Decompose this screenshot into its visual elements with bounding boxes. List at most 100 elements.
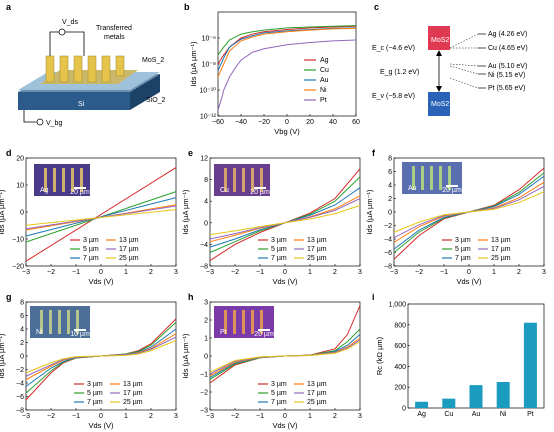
legend-label: 13 µm xyxy=(123,381,143,388)
series-line-25m xyxy=(393,191,545,233)
y-tick-label: 4 xyxy=(388,183,392,190)
metals-label: metals xyxy=(104,34,125,41)
panel-e: e −3 −2 −1 0 1 2 3 −8 −4 0 4 8 12 Vds (V) Ids (µA µm⁻¹… xyxy=(181,146,368,287)
panel-h: h −3 −2 −1 0 1 2 3 −3 −2 −1 0 1 2 3 Vds (V) Ids (µA µm⁻… xyxy=(181,290,368,431)
y-tick-label: 0 xyxy=(388,210,392,217)
y-tick-label: 10⁻¹⁰ xyxy=(199,87,216,95)
y-tick-label: 6 xyxy=(20,313,24,320)
y-tick-label: −4 xyxy=(200,242,208,249)
x-tick-label: 2 xyxy=(517,269,521,276)
electrode-finger xyxy=(62,168,65,192)
panel-label-a: a xyxy=(6,2,12,12)
series-line-3m xyxy=(25,167,177,262)
legend-label: 17 µm xyxy=(307,390,327,397)
x-axis-label: Vbg (V) xyxy=(274,127,300,136)
inset-metal-label: Pt xyxy=(220,329,227,336)
electrode-finger xyxy=(53,168,56,192)
panel-label-h: h xyxy=(188,292,194,302)
x-tick-label: Au xyxy=(472,411,481,418)
y-tick-label: −1 xyxy=(200,372,208,379)
scale-bar xyxy=(446,185,458,187)
x-tick-label: 0 xyxy=(283,413,287,420)
electrode-finger xyxy=(224,168,227,192)
x-tick-label: Cu xyxy=(444,411,453,418)
electrode-finger xyxy=(233,310,236,334)
legend-label: 5 µm xyxy=(87,390,103,397)
legend-label: Cu xyxy=(320,67,329,74)
x-tick-label: 3 xyxy=(174,269,178,276)
x-tick-label: 3 xyxy=(174,413,178,420)
x-axis-label: Vds (V) xyxy=(88,421,114,430)
metal-contacts xyxy=(45,55,125,83)
series-line-Ag xyxy=(217,25,357,65)
x-tick-label: 0 xyxy=(285,119,289,126)
mos2-label: MoS_2 xyxy=(142,57,164,64)
panel-f: f −3 −2 −1 0 1 2 3 −8 −6 −4 −2 0 2 4 6 8 Vds (V) Ids (µA … xyxy=(365,146,552,286)
y-tick-label: −4 xyxy=(384,237,392,244)
legend-label: 13 µm xyxy=(307,381,327,388)
x-tick-label: −3 xyxy=(22,269,30,276)
y-tick-label: 800 xyxy=(394,322,406,329)
electrode-finger xyxy=(224,310,227,334)
legend-label: Ni xyxy=(320,87,327,94)
y-tick-label: 1,000 xyxy=(388,302,406,309)
output-curve-chart-pt: −3 −2 −1 0 1 2 3 −3 −2 −1 0 1 2 3 Vds (V) Ids (µA µm⁻¹)… xyxy=(181,300,362,431)
legend-label: Ag xyxy=(320,57,329,64)
x-tick-label: −20 xyxy=(258,119,270,126)
panel-d: d −3 −2 −1 0 1 2 3 −20 −10 0 10 20 Vds (V) Ids (µA µm… xyxy=(0,146,184,286)
x-tick-label: −2 xyxy=(231,269,239,276)
x-tick-label: −1 xyxy=(256,269,264,276)
y-tick-label: 200 xyxy=(394,385,406,392)
electrode-finger xyxy=(251,168,254,192)
x-axis-label: Vds (V) xyxy=(272,277,298,286)
y-axis-label: Ids (µA µm⁻¹) xyxy=(365,189,374,235)
scale-bar-label: 20 µm xyxy=(442,187,462,194)
transfer-curve-chart: −60 −40 −20 0 20 40 60 10⁻¹² 10⁻¹⁰ 10⁻⁸ 10⁻⁶ Vbg (V… xyxy=(189,11,360,136)
vbg-label: V_bg xyxy=(46,120,62,127)
panel-i: i 0 200 400 600 800 1,000 Ag Cu Au Ni Pt Rc (kΩ µm) xyxy=(368,290,552,430)
panel-label-f: f xyxy=(372,148,375,158)
legend-label: 7 µm xyxy=(83,255,99,262)
panel-label-e: e xyxy=(188,148,194,158)
scale-bar xyxy=(254,187,266,189)
legend-label: 7 µm xyxy=(271,255,287,262)
scale-bar-label: 20 µm xyxy=(250,189,270,196)
x-tick-label: −3 xyxy=(390,269,398,276)
legend-label: 5 µm xyxy=(83,246,99,253)
y-tick-label: 400 xyxy=(394,364,406,371)
electrode-finger xyxy=(251,310,254,334)
legend-label: 5 µm xyxy=(271,246,287,253)
y-tick-label: −6 xyxy=(16,394,24,401)
x-tick-label: Ag xyxy=(417,411,426,418)
scale-bar xyxy=(74,329,86,331)
y-axis-label: Ids (µA µm⁻¹) xyxy=(0,333,6,379)
panel-b: b −60 −40 −20 0 20 40 60 10⁻¹² 10⁻¹⁰ 10⁻⁸ 10⁻⁶ Vbg … xyxy=(180,0,370,140)
x-tick-label: 2 xyxy=(333,413,337,420)
y-tick-label: 0 xyxy=(402,406,406,413)
series-line-Au xyxy=(217,27,357,71)
y-tick-label: −8 xyxy=(200,264,208,271)
legend-label: 17 µm xyxy=(307,246,327,253)
inset-metal-label: Cu xyxy=(220,187,229,194)
electrode-finger xyxy=(67,310,70,334)
y-tick-label: 0 xyxy=(20,210,24,217)
legend-label: 3 µm xyxy=(271,381,287,388)
y-tick-label: −2 xyxy=(16,367,24,374)
y-tick-label: 10⁻⁸ xyxy=(202,62,216,69)
contact-resistance-bar-chart: 0 200 400 600 800 1,000 Ag Cu Au Ni Pt Rc (kΩ µm) xyxy=(375,302,545,418)
metal-level-ag: Ag (4.26 eV) xyxy=(488,31,527,38)
x-tick-label: −3 xyxy=(206,413,214,420)
mos2-top-label: MoS2 xyxy=(431,37,449,44)
x-tick-label: Ni xyxy=(500,411,507,418)
legend-label: 17 µm xyxy=(119,246,139,253)
electrode-finger xyxy=(260,168,263,192)
x-tick-label: −60 xyxy=(212,119,224,126)
legend-label: 17 µm xyxy=(491,246,511,253)
legend-label: 3 µm xyxy=(83,237,99,244)
ev-label: E_v (−5.8 eV) xyxy=(372,93,415,100)
y-tick-label: 8 xyxy=(388,156,392,163)
y-tick-label: 2 xyxy=(20,340,24,347)
x-tick-label: 3 xyxy=(542,269,546,276)
